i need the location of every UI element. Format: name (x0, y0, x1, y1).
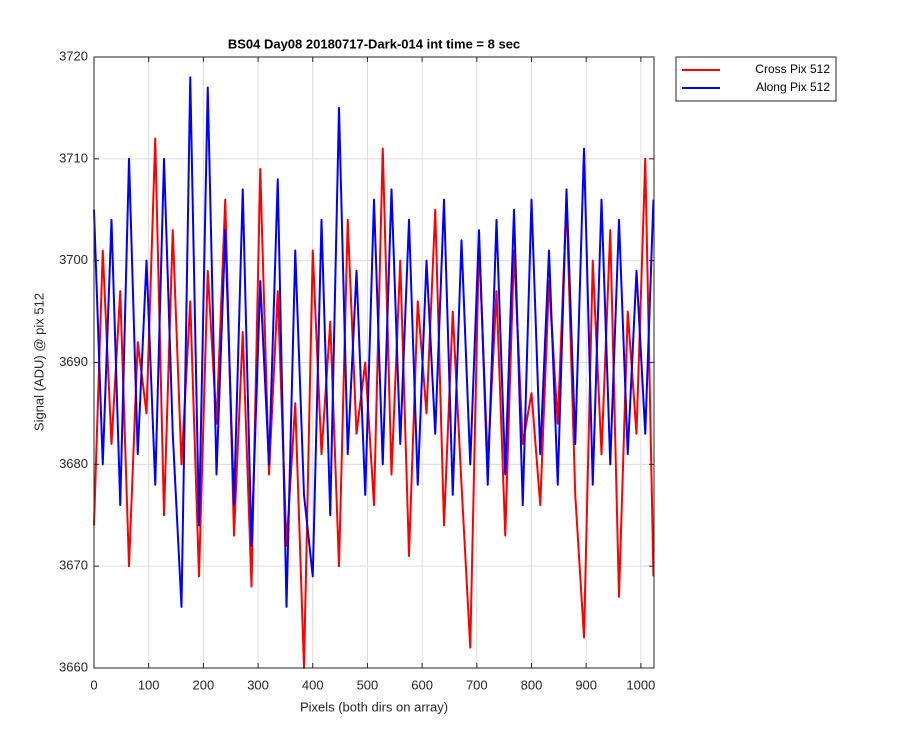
y-tick-label: 3660 (59, 659, 88, 674)
legend-box (675, 56, 837, 102)
x-tick-label: 300 (247, 677, 269, 692)
data-line (93, 76, 655, 608)
y-tick-label: 3670 (59, 558, 88, 573)
y-tick-label: 3710 (59, 150, 88, 165)
chart-title: BS04 Day08 20180717-Dark-014 int time = … (228, 36, 520, 51)
x-tick-label: 400 (302, 677, 324, 692)
y-tick-label: 3690 (59, 354, 88, 369)
legend-label: Along Pix 512 (756, 80, 830, 94)
x-tick-label: 1000 (626, 677, 655, 692)
data-line (93, 137, 655, 669)
x-tick-label: 500 (357, 677, 379, 692)
x-tick-label: 900 (575, 677, 597, 692)
y-tick-label: 3700 (59, 252, 88, 267)
y-axis-label: Signal (ADU) @ pix 512 (31, 293, 46, 431)
y-tick-label: 3680 (59, 456, 88, 471)
y-tick-label: 3720 (59, 48, 88, 63)
x-tick-label: 600 (411, 677, 433, 692)
x-tick-label: 200 (193, 677, 215, 692)
x-axis-label: Pixels (both dirs on array) (300, 699, 448, 714)
legend-label: Cross Pix 512 (755, 62, 830, 76)
x-tick-label: 700 (466, 677, 488, 692)
x-tick-label: 0 (90, 677, 97, 692)
x-tick-label: 800 (521, 677, 543, 692)
x-tick-label: 100 (138, 677, 160, 692)
